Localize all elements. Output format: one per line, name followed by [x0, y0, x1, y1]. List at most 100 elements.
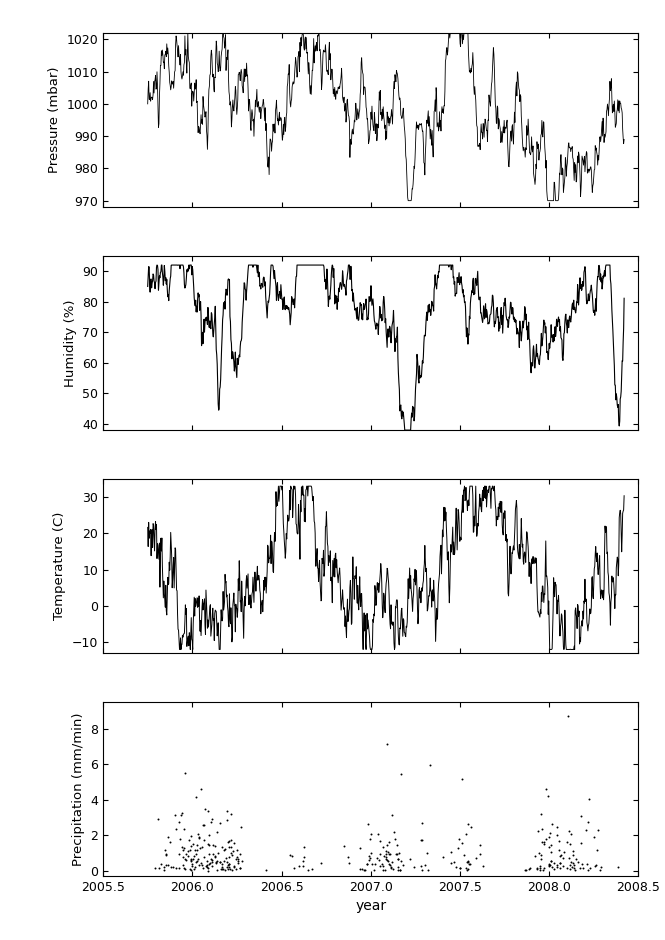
Point — [196, 856, 206, 871]
Point — [192, 838, 203, 853]
Point — [226, 863, 237, 878]
Point — [612, 860, 623, 875]
Point — [575, 808, 586, 823]
Point — [392, 852, 403, 867]
Point — [294, 858, 305, 873]
Point — [378, 858, 389, 873]
Point — [455, 860, 465, 875]
Point — [175, 832, 186, 847]
Point — [180, 861, 190, 876]
Point — [409, 859, 420, 874]
Point — [207, 853, 217, 868]
Point — [567, 843, 578, 858]
Point — [380, 862, 390, 877]
Point — [541, 781, 551, 796]
Point — [547, 817, 557, 832]
Point — [362, 856, 372, 871]
Point — [555, 861, 565, 876]
Point — [575, 835, 586, 850]
Point — [420, 858, 431, 873]
Point — [219, 863, 230, 878]
Point — [532, 860, 543, 875]
Point — [578, 860, 589, 875]
Point — [574, 860, 585, 875]
Point — [577, 856, 587, 871]
Point — [563, 708, 573, 723]
Point — [446, 855, 456, 870]
Point — [203, 838, 214, 853]
Point — [390, 831, 400, 846]
Point — [539, 834, 549, 849]
Point — [287, 848, 297, 863]
Point — [363, 817, 374, 832]
Point — [342, 849, 353, 864]
Point — [235, 846, 245, 861]
Point — [383, 846, 394, 861]
Point — [315, 855, 326, 870]
Point — [460, 860, 471, 875]
Point — [544, 856, 555, 871]
Point — [209, 848, 220, 863]
Point — [381, 852, 392, 867]
Point — [583, 862, 593, 877]
Point — [159, 863, 170, 878]
Point — [178, 857, 188, 872]
Point — [190, 860, 200, 875]
Point — [540, 832, 551, 847]
Point — [217, 839, 227, 854]
Point — [462, 854, 472, 870]
Point — [207, 854, 218, 869]
Point — [221, 804, 232, 819]
Point — [566, 854, 577, 870]
Point — [204, 847, 215, 862]
Point — [161, 846, 172, 861]
Point — [475, 847, 485, 862]
Point — [344, 855, 354, 870]
Point — [438, 850, 448, 865]
Point — [551, 857, 562, 872]
Point — [188, 852, 198, 867]
Point — [533, 823, 543, 838]
Point — [229, 859, 239, 874]
Point — [543, 789, 554, 804]
Point — [222, 859, 233, 874]
Point — [203, 863, 213, 878]
Point — [192, 843, 202, 858]
Point — [543, 839, 554, 854]
Point — [356, 862, 367, 877]
Point — [235, 861, 245, 876]
Point — [193, 852, 203, 867]
Point — [566, 826, 577, 841]
Point — [405, 851, 416, 866]
Point — [219, 841, 230, 856]
Point — [524, 861, 535, 876]
Point — [386, 860, 396, 875]
Point — [360, 862, 370, 877]
Point — [386, 854, 397, 870]
Point — [289, 860, 299, 875]
Point — [396, 766, 406, 781]
Point — [465, 820, 476, 835]
Point — [387, 807, 398, 822]
Point — [222, 813, 233, 828]
Point — [392, 838, 402, 853]
Point — [558, 845, 569, 860]
Point — [595, 862, 605, 877]
Point — [377, 856, 388, 871]
Point — [375, 846, 386, 861]
Point — [181, 846, 192, 861]
Point — [202, 837, 213, 852]
Point — [198, 818, 209, 833]
Point — [462, 863, 473, 878]
Point — [187, 858, 198, 873]
Point — [205, 815, 216, 830]
Point — [174, 861, 184, 876]
Point — [462, 854, 473, 870]
Point — [558, 851, 569, 866]
Point — [573, 854, 584, 870]
Point — [201, 858, 211, 873]
Point — [168, 860, 178, 875]
Point — [374, 853, 384, 868]
Point — [179, 822, 190, 837]
Point — [338, 838, 349, 854]
